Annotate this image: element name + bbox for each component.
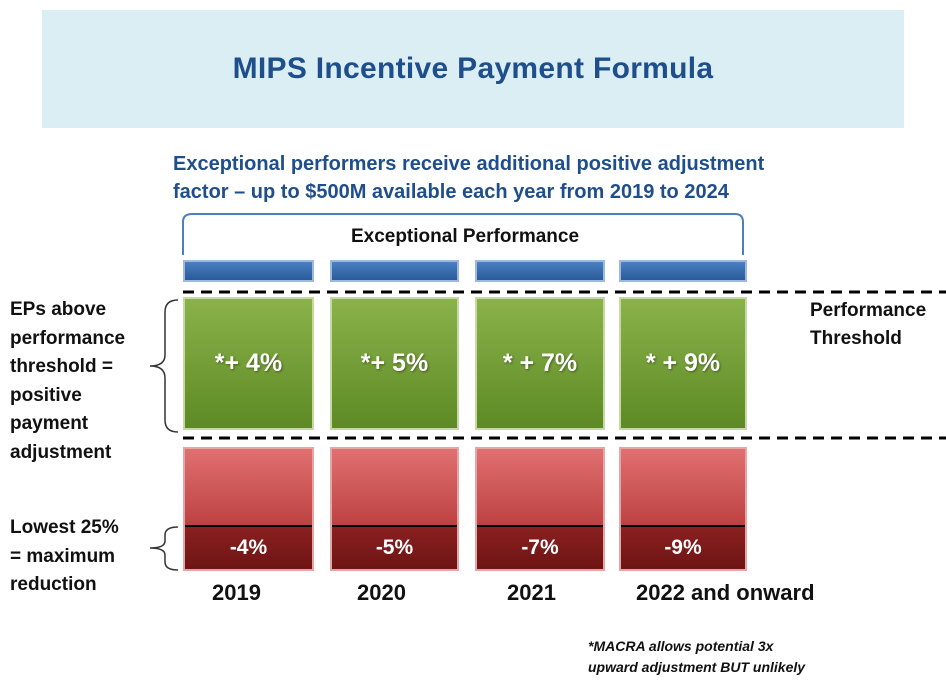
year-label-2019: 2019 — [212, 580, 261, 605]
year-label-2021: 2021 — [507, 580, 556, 605]
negative-box-2019: -4% — [183, 447, 314, 571]
exceptional-bar-2022 — [619, 260, 747, 282]
negative-box-2022: -9% — [619, 447, 747, 571]
positive-box-2020: *+ 5% — [330, 297, 459, 430]
threshold-line-1: Performance — [810, 300, 927, 321]
subtitle-line-1: Exceptional performers receive additiona… — [173, 153, 765, 175]
max-reduction-2019: -4% — [185, 525, 312, 569]
exceptional-bar-2019 — [183, 260, 314, 282]
lowest-label-line: Lowest 25% — [10, 517, 119, 538]
exceptional-brace — [182, 213, 744, 255]
positive-box-2019: *+ 4% — [183, 297, 314, 430]
max-reduction-2020: -5% — [332, 525, 457, 569]
lowest-25-label: Lowest 25% = maximum reduction — [10, 514, 119, 600]
lowest-label-line: = maximum — [10, 545, 116, 567]
footnote-line-1: *MACRA allows potential 3x — [588, 638, 774, 654]
ep-label-line: payment — [10, 413, 89, 434]
year-label-2020: 2020 — [357, 580, 406, 605]
ep-label-line: positive — [10, 384, 82, 406]
negative-box-2021: -7% — [475, 447, 605, 571]
positive-box-2022: * + 9% — [619, 297, 747, 430]
lowest-label-line: reduction — [10, 574, 97, 595]
year-label-2022: 2022 and onward — [636, 580, 815, 605]
ep-bracket — [149, 299, 179, 433]
positive-box-2021: * + 7% — [475, 297, 605, 430]
exceptional-bar-2021 — [475, 260, 605, 282]
title-banner: MIPS Incentive Payment Formula — [42, 10, 904, 128]
max-reduction-2021: -7% — [477, 525, 603, 569]
page-title: MIPS Incentive Payment Formula — [232, 52, 714, 85]
max-reduction-2022: -9% — [621, 525, 745, 569]
threshold-line-2: Threshold — [810, 328, 902, 349]
ep-label-line: threshold = — [10, 356, 113, 377]
exceptional-performance-label: Exceptional Performance — [350, 226, 580, 247]
negative-box-2020: -5% — [330, 447, 459, 571]
ep-label-line: adjustment — [10, 441, 112, 463]
performance-threshold-label: Performance Threshold — [810, 297, 926, 353]
ep-label-line: EPs above — [10, 299, 107, 320]
exceptional-bar-2020 — [330, 260, 459, 282]
lowest-bracket — [149, 526, 179, 571]
ep-above-threshold-label: EPs above performance threshold = positi… — [10, 296, 125, 467]
footnote-line-2: upward adjustment BUT unlikely — [588, 659, 806, 675]
subtitle-line-2: factor – up to $500M available each year… — [173, 181, 729, 203]
footnote: *MACRA allows potential 3x upward adjust… — [588, 636, 805, 678]
ep-label-line: performance — [10, 327, 126, 349]
subtitle: Exceptional performers receive additiona… — [173, 150, 813, 206]
